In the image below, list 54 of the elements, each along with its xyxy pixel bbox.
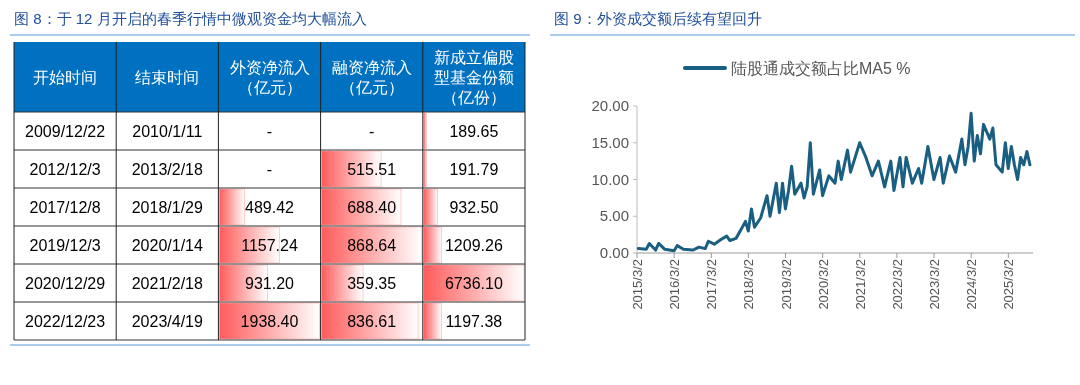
y-tick-label: 20.00 bbox=[591, 97, 629, 114]
y-tick-label: 2017/12/8 bbox=[29, 199, 101, 216]
data-label: 1938.40 bbox=[240, 313, 299, 330]
text: - bbox=[266, 123, 273, 140]
data-label: 688.40 bbox=[347, 199, 397, 216]
data-label: 836.61 bbox=[347, 313, 397, 330]
chart-title: 图 8：于 12 月开启的春季行情中微观资金均大幅流入 bbox=[14, 10, 367, 27]
y2-tick-label: 2020/1/14 bbox=[131, 237, 203, 254]
x-tick-label: 新成立偏股型基金份额（亿份） bbox=[433, 49, 514, 106]
y2-tick-label: 2018/1/29 bbox=[131, 199, 203, 216]
x-tick-label: 2025/3/2 bbox=[1001, 259, 1017, 310]
y-tick-label: 0.00 bbox=[599, 244, 629, 261]
y-tick-label: 2012/12/3 bbox=[29, 161, 101, 178]
data-label: 359.35 bbox=[347, 275, 397, 292]
y2-axis-title: 结束时间 bbox=[135, 69, 200, 86]
chart-title: 图 9：外资成交额后续有望回升 bbox=[554, 10, 762, 27]
y2-tick-label: 2021/2/18 bbox=[131, 275, 203, 292]
x-tick-label: 2016/3/2 bbox=[667, 259, 683, 310]
y-tick-label: 15.00 bbox=[591, 133, 629, 151]
data-label: 489.42 bbox=[245, 199, 295, 216]
data-label: 6736.10 bbox=[444, 275, 503, 292]
y-axis-title: 开始时间 bbox=[33, 69, 98, 86]
x-tick-label: 2019/3/2 bbox=[778, 259, 794, 310]
y-tick-label: 2019/12/3 bbox=[29, 237, 101, 254]
y-tick-label: 2020/12/29 bbox=[25, 275, 106, 292]
data-label: 1197.38 bbox=[445, 313, 503, 330]
x-tick-label: 2018/3/2 bbox=[741, 259, 757, 310]
x-tick-label: 2017/3/2 bbox=[704, 259, 720, 310]
y2-tick-label: 2010/1/11 bbox=[132, 123, 203, 140]
y-tick-label: 5.00 bbox=[599, 207, 629, 225]
data-label: 515.51 bbox=[347, 161, 397, 178]
y-tick-label: 2022/12/23 bbox=[25, 313, 106, 330]
x-tick-label: 融资净流入（亿元） bbox=[331, 59, 412, 96]
x-tick-label: 2020/3/2 bbox=[815, 259, 831, 310]
y-tick-label: 10.00 bbox=[591, 170, 629, 188]
data-label: 191.79 bbox=[449, 161, 499, 178]
legend-label: 陆股通成交额占比MA5 % bbox=[731, 60, 911, 77]
data-label: 931.20 bbox=[245, 275, 295, 292]
data-label: 868.64 bbox=[347, 237, 397, 254]
text: - bbox=[266, 161, 273, 178]
y2-tick-label: 2013/2/18 bbox=[131, 161, 203, 178]
x-tick-label: 2023/3/2 bbox=[927, 259, 942, 310]
x-tick-label: 外资净流入（亿元） bbox=[229, 59, 310, 96]
x-tick-label: 2024/3/2 bbox=[964, 259, 980, 310]
text: - bbox=[369, 123, 375, 140]
data-label: 189.65 bbox=[449, 123, 499, 140]
data-label: 1157.24 bbox=[241, 237, 298, 254]
x-tick-label: 2015/3/2 bbox=[630, 259, 645, 310]
data-label: 1209.26 bbox=[444, 237, 503, 254]
x-tick-label: 2021/3/2 bbox=[852, 259, 868, 310]
y2-tick-label: 2023/4/19 bbox=[131, 313, 203, 330]
data-label: 932.50 bbox=[449, 199, 499, 216]
x-tick-label: 2022/3/2 bbox=[889, 259, 905, 310]
y-tick-label: 2009/12/22 bbox=[25, 123, 106, 140]
